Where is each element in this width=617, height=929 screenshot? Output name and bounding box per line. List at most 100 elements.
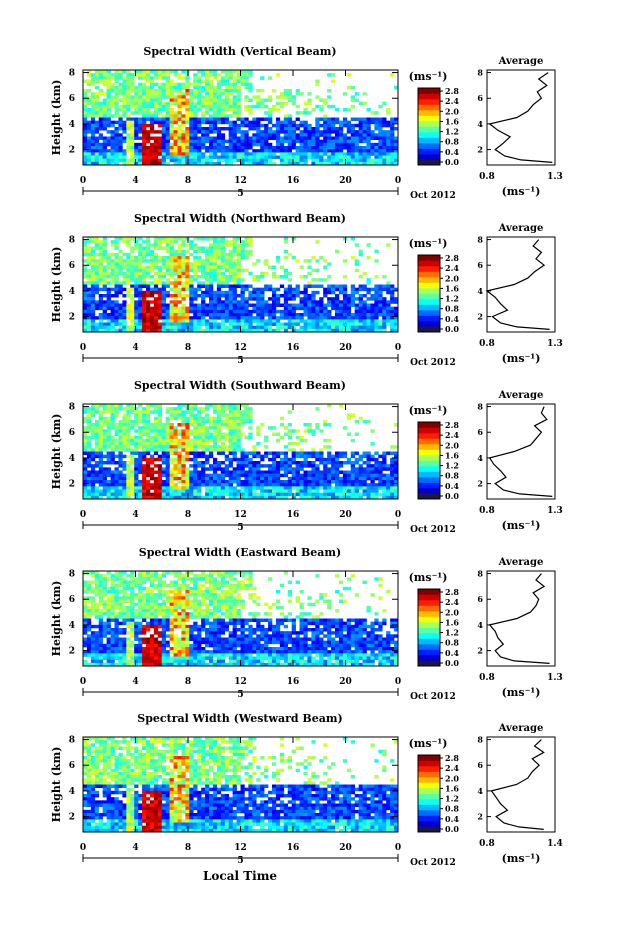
heatmap-cell (228, 92, 233, 96)
heatmap-cell (303, 480, 308, 484)
heatmap-cell (138, 152, 143, 156)
heatmap-cell (268, 319, 273, 323)
heatmap-cell (110, 278, 115, 282)
heatmap-cell (307, 451, 312, 455)
heatmap-cell (299, 155, 304, 159)
heatmap-cell (248, 319, 253, 323)
heatmap-cell (327, 284, 332, 288)
heatmap-cell (205, 281, 210, 285)
colorbar-tick-label: 1.2 (445, 127, 459, 137)
heatmap-cell (232, 442, 237, 446)
heatmap-cell (272, 155, 277, 159)
heatmap-cell (122, 252, 127, 257)
heatmap-cell (209, 284, 214, 288)
heatmap-cell (331, 136, 336, 140)
heatmap-cell (142, 278, 147, 282)
heatmap-cell (102, 407, 107, 411)
heatmap-cell (177, 246, 182, 250)
heatmap-cell (146, 95, 151, 99)
heatmap-cell (114, 448, 119, 452)
heatmap-cell (252, 480, 257, 484)
heatmap-cell (216, 287, 222, 292)
heatmap-cell (157, 149, 163, 153)
heatmap-cell (291, 429, 296, 433)
colorbar-swatch (418, 288, 440, 294)
heatmap-cell (165, 489, 170, 493)
average-frame (486, 69, 556, 166)
heatmap-cell (264, 287, 269, 292)
heatmap-cell (165, 448, 170, 452)
heatmap-cell (244, 407, 249, 411)
heatmap-cell (98, 142, 103, 147)
heatmap-cell (287, 297, 292, 301)
heatmap-cell (181, 101, 186, 106)
heatmap-cell (181, 319, 186, 323)
heatmap-cell (394, 85, 399, 90)
heatmap-cell (212, 410, 218, 414)
heatmap-cell (264, 133, 269, 137)
heatmap-cell (236, 492, 241, 497)
heatmap-cell (311, 133, 316, 137)
heatmap-cell (102, 316, 107, 320)
heatmap-cell (252, 328, 257, 333)
heatmap-cell (354, 287, 359, 292)
heatmap-cell (205, 435, 210, 440)
heatmap-cell (181, 249, 186, 254)
heatmap-cell (331, 306, 336, 311)
heatmap-cell (338, 146, 344, 150)
heatmap-cell (138, 325, 143, 330)
heatmap-cell (102, 313, 107, 317)
heatmap-cell (338, 451, 344, 455)
heatmap-cell (220, 142, 226, 147)
heatmap-cell (189, 319, 194, 323)
heatmap-cell (228, 127, 233, 131)
heatmap-cell (181, 445, 186, 449)
heatmap-cell (228, 85, 233, 90)
heatmap-cell (86, 457, 92, 462)
heatmap-cell (118, 480, 123, 484)
heatmap-cell (189, 89, 194, 93)
heatmap-cell (244, 120, 249, 125)
heatmap-cell (216, 284, 222, 288)
heatmap-cell (303, 294, 308, 298)
heatmap-cell (114, 290, 119, 295)
heatmap-cell (185, 476, 190, 481)
heatmap-cell (362, 133, 367, 137)
heatmap-cell (146, 432, 151, 436)
heatmap-cell (165, 313, 170, 317)
heatmap-cell (86, 492, 92, 497)
heatmap-cell (354, 142, 359, 147)
heatmap-cell (248, 136, 253, 140)
heatmap-cell (236, 123, 241, 128)
heatmap-cell (185, 101, 190, 106)
heatmap-cell (338, 303, 344, 307)
heatmap-cell (83, 130, 88, 134)
heatmap-cell (165, 306, 170, 311)
heatmap-cell (295, 476, 300, 481)
heatmap-cell (232, 79, 237, 83)
heatmap-cell (224, 95, 229, 99)
heatmap-cell (244, 483, 249, 487)
heatmap-cell (386, 319, 391, 323)
heatmap-cell (177, 278, 182, 282)
heatmap-cell (130, 158, 135, 163)
heatmap-cell (90, 155, 96, 159)
heatmap-cell (90, 426, 96, 430)
heatmap-cell (311, 294, 316, 298)
heatmap-cell (177, 407, 182, 411)
heatmap-cell (114, 429, 119, 433)
heatmap-cell (362, 271, 367, 276)
heatmap-cell (303, 492, 308, 497)
heatmap-cell (157, 256, 163, 260)
heatmap-cell (244, 451, 249, 455)
heatmap-cell (315, 467, 320, 471)
heatmap-cell (390, 316, 395, 320)
heatmap-cell (244, 325, 249, 330)
heatmap-cell (142, 306, 147, 311)
heatmap-cell (189, 243, 194, 247)
heatmap-cell (319, 495, 324, 500)
heatmap-cell (102, 240, 107, 244)
heatmap-cell (169, 133, 174, 137)
heatmap-cell (209, 155, 214, 159)
heatmap-cell (394, 306, 399, 311)
